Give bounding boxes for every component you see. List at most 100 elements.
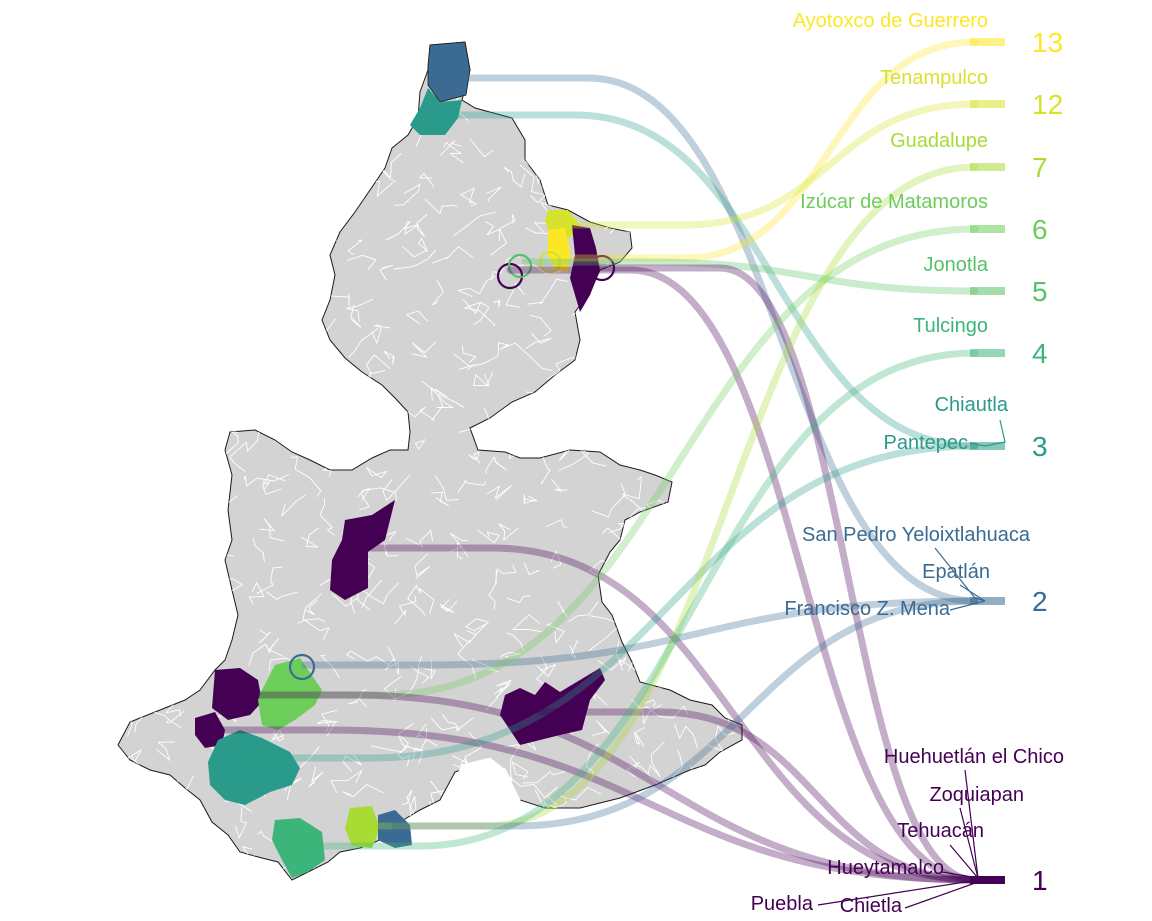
municipal-boundary bbox=[331, 418, 355, 434]
municipal-boundary bbox=[477, 529, 501, 544]
municipal-boundary bbox=[665, 189, 685, 206]
municipal-boundary bbox=[281, 494, 306, 518]
municipal-boundary bbox=[273, 156, 304, 172]
municipal-boundary bbox=[118, 680, 149, 700]
municipal-boundary bbox=[511, 614, 542, 633]
municipal-boundary bbox=[388, 42, 400, 44]
municipal-boundary bbox=[569, 640, 579, 659]
municipal-boundary bbox=[511, 760, 529, 780]
municipal-boundary bbox=[432, 246, 474, 264]
municipality-rank1-center bbox=[330, 500, 395, 600]
municipal-boundary bbox=[585, 850, 622, 879]
municipal-boundary bbox=[171, 276, 200, 298]
municipal-boundary bbox=[248, 581, 265, 605]
leader-line-rank-2 bbox=[949, 600, 986, 611]
flow-line-rank-13 bbox=[561, 38, 979, 262]
municipal-boundary bbox=[310, 191, 326, 219]
municipal-boundary bbox=[319, 108, 351, 131]
municipal-boundary bbox=[383, 675, 402, 700]
municipal-boundary bbox=[609, 426, 626, 455]
municipal-boundary bbox=[234, 70, 263, 84]
municipal-boundary bbox=[243, 474, 290, 487]
municipal-boundary bbox=[762, 164, 774, 190]
municipal-boundary bbox=[632, 705, 689, 719]
municipal-boundary bbox=[545, 519, 568, 528]
municipal-boundary bbox=[229, 439, 259, 472]
label-huehuetlan: Huehuetlán el Chico bbox=[884, 746, 1064, 768]
municipal-boundary bbox=[431, 491, 449, 507]
municipal-boundary bbox=[235, 172, 264, 202]
municipal-boundary bbox=[675, 76, 691, 101]
municipal-boundary bbox=[717, 134, 734, 148]
flow-line-rank-2 bbox=[391, 597, 979, 830]
municipal-boundary bbox=[259, 250, 281, 271]
municipal-boundary bbox=[498, 214, 516, 242]
municipal-boundary bbox=[504, 884, 525, 898]
municipal-boundary bbox=[118, 895, 133, 914]
municipal-boundary bbox=[121, 501, 126, 519]
flow-line-rank-3 bbox=[451, 111, 979, 450]
municipal-boundary bbox=[493, 300, 501, 308]
municipal-boundary bbox=[178, 420, 217, 448]
municipality-rank6 bbox=[258, 658, 322, 730]
municipal-boundary bbox=[188, 134, 219, 144]
municipal-boundary bbox=[401, 789, 416, 818]
municipal-boundary bbox=[383, 543, 399, 557]
municipal-boundary bbox=[699, 42, 736, 46]
municipal-boundary bbox=[499, 342, 553, 371]
municipal-boundary bbox=[118, 52, 124, 68]
label-zoquiapan: Zoquiapan bbox=[929, 784, 1024, 806]
rank-number-1: 1 bbox=[1032, 865, 1048, 896]
rank-number-6: 6 bbox=[1032, 214, 1048, 245]
municipal-boundary bbox=[279, 269, 316, 308]
municipal-boundary bbox=[162, 246, 200, 267]
municipal-boundary bbox=[608, 340, 630, 358]
municipal-boundary bbox=[282, 377, 315, 418]
municipal-boundary bbox=[551, 479, 568, 492]
municipal-boundary bbox=[306, 313, 318, 350]
municipal-boundary bbox=[755, 98, 778, 112]
municipal-boundary bbox=[266, 883, 275, 899]
municipal-boundary bbox=[587, 380, 617, 396]
municipal-boundary bbox=[530, 315, 552, 337]
municipal-boundary bbox=[264, 346, 282, 383]
municipal-boundary bbox=[443, 141, 464, 164]
municipal-boundary bbox=[608, 507, 646, 533]
municipal-boundary bbox=[135, 837, 164, 864]
municipal-boundary bbox=[146, 866, 173, 880]
municipal-boundary bbox=[345, 650, 390, 666]
municipal-boundary bbox=[118, 395, 135, 413]
municipal-boundary bbox=[545, 622, 566, 644]
municipal-boundary bbox=[676, 357, 692, 382]
municipal-boundary bbox=[773, 862, 790, 881]
municipal-boundary bbox=[338, 42, 362, 59]
municipal-boundary bbox=[443, 862, 463, 880]
municipal-boundary bbox=[320, 654, 340, 679]
municipal-boundary bbox=[525, 391, 569, 399]
municipal-boundary bbox=[623, 320, 635, 332]
rank-labels: 13 12 7 6 5 4 3 2 1 bbox=[1032, 27, 1063, 896]
municipal-boundary bbox=[642, 175, 661, 200]
label-tehuacan: Tehuacán bbox=[897, 820, 984, 842]
municipal-boundary bbox=[358, 115, 392, 133]
municipal-boundary bbox=[118, 168, 124, 189]
municipality-rank1-west bbox=[212, 668, 262, 720]
municipal-boundary bbox=[382, 474, 411, 502]
municipal-boundary bbox=[188, 221, 218, 241]
municipality-rank13 bbox=[548, 228, 570, 272]
municipal-boundary bbox=[232, 278, 250, 314]
municipal-boundary bbox=[690, 462, 710, 480]
highlighted-municipalities bbox=[195, 41, 605, 878]
municipal-boundary bbox=[540, 456, 551, 485]
municipal-boundary bbox=[495, 564, 517, 584]
municipal-boundary bbox=[519, 164, 547, 204]
municipal-boundary bbox=[577, 148, 601, 167]
municipal-boundary bbox=[498, 523, 519, 542]
municipality-rank2-south bbox=[378, 810, 412, 848]
municipal-boundary bbox=[732, 170, 742, 196]
municipal-boundary bbox=[557, 601, 568, 618]
municipal-boundary bbox=[209, 193, 229, 209]
municipality-rank2-north bbox=[427, 41, 471, 103]
municipal-boundary bbox=[262, 479, 282, 495]
municipal-boundary bbox=[549, 79, 564, 98]
